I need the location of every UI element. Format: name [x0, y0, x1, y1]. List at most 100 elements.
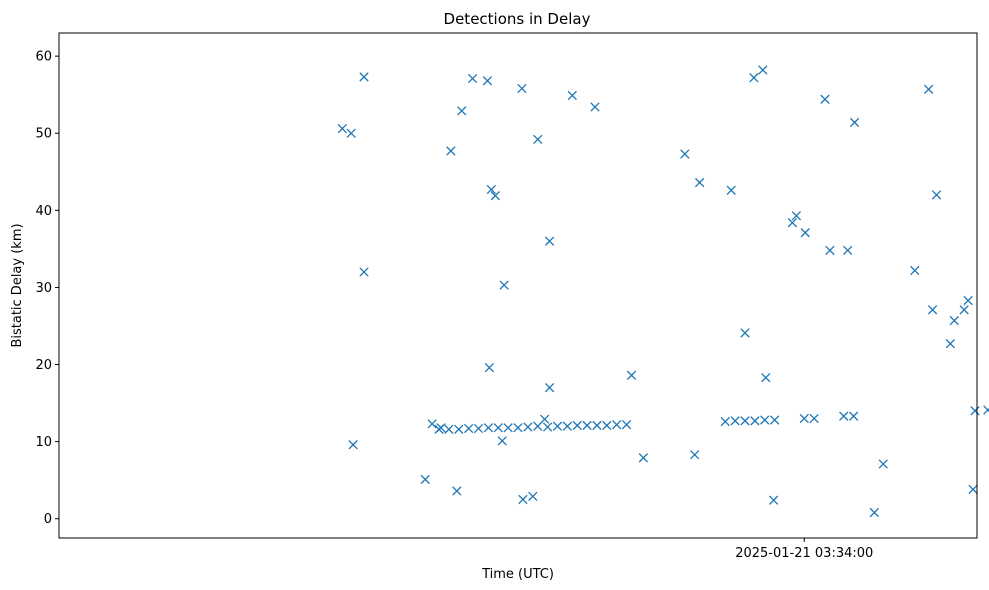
detection-marker — [626, 370, 637, 380]
detection-marker — [720, 416, 730, 427]
detection-marker — [346, 128, 356, 138]
detection-marker — [517, 83, 527, 94]
detection-marker — [359, 72, 369, 82]
detection-marker — [690, 450, 700, 460]
detection-marker — [348, 440, 358, 450]
detection-marker — [544, 236, 555, 246]
detection-marker — [769, 415, 780, 425]
detection-marker — [590, 102, 600, 112]
detection-marker — [503, 423, 513, 433]
detection-marker — [484, 362, 495, 373]
detection-marker — [457, 106, 467, 116]
detection-marker — [878, 459, 888, 469]
detection-marker — [434, 424, 444, 434]
detection-marker — [483, 423, 494, 433]
y-tick-label: 0 — [44, 512, 52, 527]
detection-marker — [825, 245, 835, 256]
detection-marker — [923, 84, 934, 94]
x-tick-label: 2025-01-21 03:34:00 — [735, 546, 873, 561]
y-tick-label: 30 — [35, 281, 52, 296]
detection-marker — [533, 421, 543, 431]
detection-marker — [869, 507, 880, 518]
detection-marker — [572, 420, 582, 431]
detection-marker — [518, 494, 528, 505]
detection-marker — [809, 413, 819, 424]
detection-marker — [528, 491, 538, 502]
detection-marker — [454, 424, 464, 434]
detection-marker — [427, 419, 437, 429]
detection-marker — [849, 117, 860, 128]
detection-marker — [612, 420, 622, 430]
detection-marker — [726, 185, 736, 195]
detection-marker — [761, 372, 771, 383]
detection-marker — [963, 295, 973, 306]
detection-marker — [983, 405, 989, 415]
detection-marker — [497, 436, 507, 446]
detection-marker — [760, 415, 770, 425]
detection-marker — [542, 422, 553, 432]
detection-marker — [482, 76, 493, 86]
detection-marker — [959, 305, 969, 315]
detection-marker — [740, 328, 750, 338]
y-tick-label: 50 — [35, 127, 52, 142]
detection-marker — [927, 305, 938, 315]
detection-marker — [337, 123, 347, 134]
detection-marker — [768, 495, 779, 505]
detection-marker — [750, 416, 760, 426]
detection-marker — [730, 416, 740, 426]
y-tick-label: 60 — [35, 50, 52, 65]
detection-marker — [562, 421, 573, 431]
detection-marker — [544, 382, 555, 393]
detection-marker — [444, 424, 454, 434]
detection-marker — [513, 423, 523, 433]
detection-marker — [949, 315, 959, 326]
y-axis-label: Bistatic Delay (km) — [10, 223, 25, 347]
detection-marker — [799, 413, 809, 424]
detection-marker — [486, 184, 497, 195]
detection-marker — [420, 474, 430, 485]
y-tick-label: 10 — [35, 435, 52, 450]
detection-marker — [533, 134, 543, 145]
detection-marker — [800, 228, 810, 238]
detection-marker — [567, 90, 577, 101]
detection-marker — [820, 94, 830, 104]
ticks-layer: 2025-01-21 03:34:002025-01-21 03:35:0020… — [35, 50, 873, 561]
markers-layer — [337, 65, 989, 518]
detection-marker — [463, 423, 474, 434]
x-axis-label: Time (UTC) — [481, 567, 554, 582]
detection-marker — [493, 423, 503, 433]
detection-marker — [446, 146, 456, 156]
detection-marker — [552, 421, 563, 431]
detection-marker — [791, 211, 802, 221]
detection-marker — [848, 411, 859, 421]
detection-marker — [602, 420, 612, 431]
detection-marker — [467, 73, 478, 84]
detection-marker — [910, 265, 920, 276]
detection-marker — [740, 416, 750, 426]
chart-title: Detections in Delay — [444, 10, 591, 28]
plot-frame — [58, 32, 978, 539]
detection-marker — [499, 280, 509, 290]
detection-marker — [970, 406, 980, 416]
detection-marker — [839, 411, 849, 421]
detection-marker — [945, 339, 956, 349]
y-tick-label: 20 — [35, 358, 52, 373]
detection-marker — [931, 190, 942, 200]
detection-marker — [749, 73, 759, 83]
detection-marker — [473, 423, 484, 434]
detection-marker — [968, 484, 978, 495]
detection-marker — [490, 191, 500, 201]
plot-area — [59, 33, 977, 538]
detection-marker — [787, 218, 798, 228]
detection-marker — [452, 486, 462, 496]
detection-marker — [359, 267, 369, 277]
detection-marker — [621, 420, 632, 430]
detection-marker — [592, 420, 602, 431]
y-tick-label: 40 — [35, 204, 52, 219]
detection-marker — [758, 65, 768, 75]
detection-marker — [638, 453, 649, 463]
detection-marker — [694, 177, 705, 188]
detection-marker — [582, 420, 592, 431]
detection-marker — [680, 149, 690, 159]
